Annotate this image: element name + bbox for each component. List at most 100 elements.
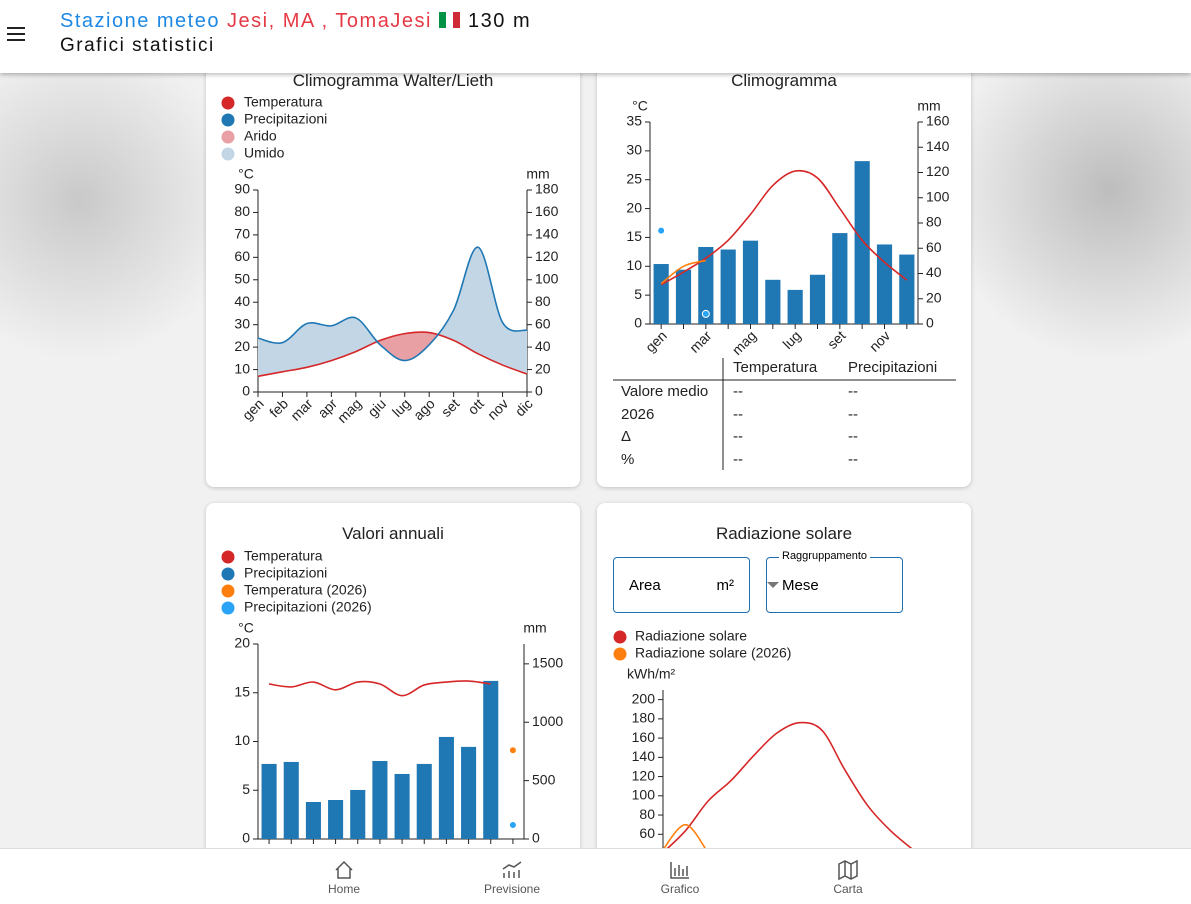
station-name[interactable]: Jesi, MA , TomaJesi: [227, 10, 432, 32]
table-cell: --: [733, 450, 743, 468]
y-tick-label: 0: [242, 830, 250, 846]
table-cell: --: [848, 383, 858, 400]
y-tick-label: 30: [234, 315, 250, 331]
bar: [283, 761, 299, 839]
bar: [328, 800, 344, 839]
legend-marker: [221, 550, 235, 564]
chart: °C mm05101520050010001500TemperaturaPreci…: [221, 548, 563, 846]
line: [257, 246, 528, 362]
nav-icon: [502, 861, 522, 878]
nav-label: Previsione: [483, 882, 541, 896]
y2-tick-label: 60: [926, 239, 942, 255]
bar: [675, 269, 692, 324]
group-select[interactable]: Raggruppamento Mese: [766, 550, 903, 613]
y-tick-label: 50: [234, 270, 250, 286]
legend-label: Temperatura: [244, 94, 323, 110]
line: [662, 823, 710, 855]
y-tick-label: 80: [234, 203, 250, 219]
x-tick-label: feb: [266, 395, 291, 420]
x-tick-label: ott: [465, 395, 487, 417]
bar: [742, 240, 759, 324]
y2-tick-label: 160: [535, 203, 559, 219]
card-title: Valori annuali: [342, 524, 444, 543]
y-tick-label: 90: [234, 181, 250, 197]
legend-label: Precipitazioni (2026): [244, 599, 372, 615]
dot: [701, 309, 710, 318]
bar: [305, 801, 321, 839]
y-tick-label: 5: [242, 781, 250, 797]
row-label: %: [621, 450, 635, 468]
nav-item[interactable]: Home: [284, 849, 404, 896]
y-tick-label: 10: [234, 732, 250, 748]
line: [660, 259, 707, 285]
y2-axis-label: mm: [526, 166, 549, 182]
bar: [438, 736, 454, 839]
x-tick-label: dic: [512, 395, 536, 419]
x-tick-label: nov: [484, 395, 511, 422]
bar: [350, 789, 366, 839]
y2-tick-label: 500: [532, 771, 556, 787]
bar: [416, 763, 432, 839]
table-cell: --: [733, 383, 743, 400]
y-tick-label: 0: [634, 315, 642, 331]
table-cell: --: [848, 405, 858, 423]
y-tick-label: 10: [626, 257, 642, 273]
card-title: Climogramma: [731, 71, 837, 90]
nav-item[interactable]: Carta: [788, 849, 908, 896]
y-tick-label: 15: [626, 228, 642, 244]
bar: [809, 274, 826, 324]
y2-tick-label: 1500: [532, 655, 563, 671]
card: Radiazione solare kWh/m² 60 80 100 120 140 160…: [597, 503, 971, 903]
dropdown-arrow: [767, 582, 779, 588]
x-tick-label: gen: [642, 327, 670, 355]
bar: [394, 773, 410, 839]
x-tick-label: ago: [410, 395, 438, 423]
y-tick-label: 140: [632, 748, 656, 764]
altitude: 130 m: [468, 10, 532, 32]
nav-icon: [838, 859, 858, 881]
legend-marker: [221, 130, 235, 144]
area-input[interactable]: Area m²: [613, 557, 750, 613]
y2-tick-label: 0: [926, 315, 934, 331]
nav-item[interactable]: Previsione: [452, 849, 572, 896]
x-tick-label: lug: [779, 327, 804, 352]
nav-icon: [335, 860, 353, 879]
table-cell: --: [848, 450, 858, 468]
bar: [483, 680, 499, 839]
y2-tick-label: 60: [535, 315, 551, 331]
card-title: Radiazione solare: [715, 524, 853, 543]
y-tick-label: 100: [632, 787, 656, 803]
page-subtitle: Grafici statistici: [60, 35, 215, 56]
legend-marker: [221, 113, 235, 127]
nav-label: Carta: [833, 882, 863, 896]
menu-icon[interactable]: [5, 24, 29, 44]
app-bar: Stazione meteo Jesi, MA , TomaJesi 130 m…: [0, 0, 1191, 73]
x-tick-label: mar: [686, 327, 715, 356]
legend-marker: [221, 96, 235, 110]
input-label: Area: [629, 577, 661, 594]
y2-tick-label: 120: [926, 163, 950, 179]
y2-tick-label: 180: [535, 181, 559, 197]
bar: [832, 233, 848, 324]
legend-label: Umido: [244, 145, 285, 161]
x-tick-label: mar: [287, 395, 316, 424]
nav-item[interactable]: Grafico: [620, 849, 740, 896]
table-cell: --: [733, 428, 743, 445]
y-tick-label: 60: [639, 825, 655, 841]
card: Climogramma °C mm 0 5 10 15 20 25 30 35 0 20 40 60 80 1…: [597, 55, 971, 487]
select-label: Raggruppamento: [779, 550, 871, 562]
legend-label: Precipitazioni: [244, 111, 327, 127]
y-tick-label: 10: [234, 360, 250, 376]
x-tick-label: gen: [239, 395, 267, 423]
y-tick-label: 200: [632, 690, 656, 706]
dot: [508, 820, 517, 829]
legend-marker: [221, 567, 235, 581]
y-tick-label: 80: [639, 806, 655, 822]
y2-tick-label: 20: [926, 289, 942, 305]
row-label: Δ: [621, 428, 632, 445]
legend-label: Radiazione solare (2026): [635, 645, 791, 661]
bar: [372, 761, 388, 839]
bar: [876, 244, 893, 324]
station-title: Stazione meteo Jesi, MA , TomaJesi 130 m: [60, 10, 531, 33]
